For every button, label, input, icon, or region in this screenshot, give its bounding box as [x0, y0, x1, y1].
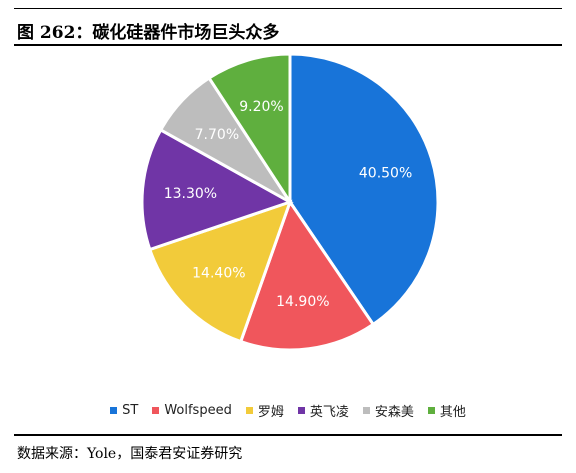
legend-swatch	[245, 407, 253, 414]
legend-swatch	[427, 407, 435, 414]
legend-swatch	[110, 407, 118, 414]
figure-title: 图 262：碳化硅器件市场巨头众多	[17, 23, 280, 43]
slice-data-label: 14.90%	[276, 294, 329, 310]
legend-item: Wolfspeed	[152, 401, 232, 420]
legend-label: Wolfspeed	[164, 403, 232, 418]
slice-data-label: 40.50%	[359, 166, 412, 182]
pie-slice-2	[147, 199, 293, 344]
legend-label: ST	[122, 403, 139, 418]
slice-data-label: 13.30%	[164, 186, 217, 202]
pie-chart: 40.50% 14.90% 14.40% 13.30% 7.70%9.20%	[140, 52, 440, 352]
pie-slice-1	[238, 198, 376, 352]
slice-data-label: 7.70%	[195, 127, 239, 143]
legend-label: 英飞凌	[309, 405, 349, 420]
legend-swatch	[152, 407, 160, 414]
legend-item: ST	[110, 401, 138, 420]
legend-item: 罗姆	[245, 401, 284, 420]
top-rule	[14, 8, 562, 9]
pie-slice-3	[140, 127, 294, 252]
legend-swatch	[297, 407, 305, 414]
legend-swatch	[362, 407, 370, 414]
slice-data-label: 14.40%	[192, 265, 245, 281]
legend-item: 安森美	[362, 401, 414, 420]
legend-label: 罗姆	[257, 405, 284, 420]
title-rule	[14, 44, 562, 46]
source-note: 数据来源：Yole，国泰君安证券研究	[17, 446, 243, 462]
legend-item: 英飞凌	[297, 401, 349, 420]
slice-data-label: 9.20%	[239, 99, 283, 115]
bottom-rule	[14, 434, 562, 436]
pie-slice-5	[207, 52, 292, 208]
legend-label: 其他	[439, 405, 466, 420]
legend-label: 安森美	[374, 405, 414, 420]
legend-item: 其他	[427, 401, 466, 420]
legend: ST Wolfspeed 罗姆 英飞凌 安森美 其他	[0, 401, 576, 420]
pie-slice-0	[288, 52, 440, 327]
